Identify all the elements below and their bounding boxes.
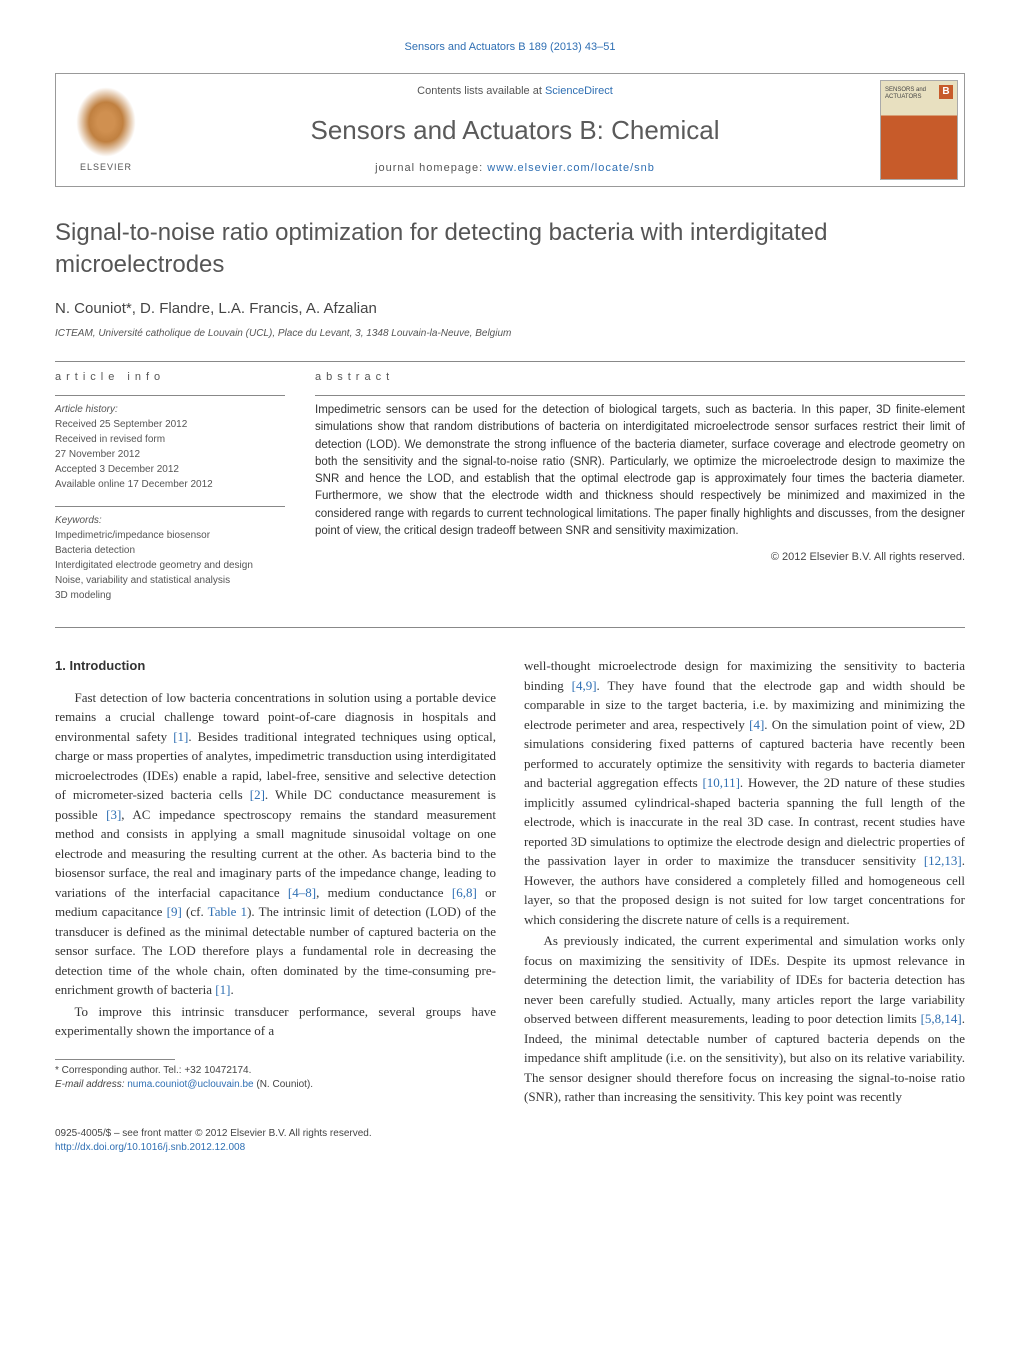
section-1-heading: 1. Introduction: [55, 656, 496, 676]
ref-1[interactable]: [1]: [173, 729, 188, 744]
paragraph-2: To improve this intrinsic transducer per…: [55, 1002, 496, 1041]
ref-10-11[interactable]: [10,11]: [702, 775, 739, 790]
footer-copyright: 0925-4005/$ – see front matter © 2012 El…: [55, 1127, 965, 1141]
ref-3[interactable]: [3]: [106, 807, 121, 822]
abstract-text: Impedimetric sensors can be used for the…: [315, 395, 965, 540]
sciencedirect-link[interactable]: ScienceDirect: [545, 85, 613, 97]
journal-name: Sensors and Actuators B: Chemical: [166, 112, 864, 148]
paragraph-3: well-thought microelectrode design for m…: [524, 656, 965, 929]
ref-4b[interactable]: [4]: [749, 717, 764, 732]
info-abstract-row: article info Article history: Received 2…: [55, 370, 965, 617]
ref-12-13[interactable]: [12,13]: [924, 853, 962, 868]
corr-email-line: E-mail address: numa.couniot@uclouvain.b…: [55, 1078, 496, 1092]
journal-cover-thumb: SENSORS and ACTUATORS B: [874, 74, 964, 186]
abstract-label: abstract: [315, 370, 965, 385]
journal-header: ELSEVIER Contents lists available at Sci…: [55, 73, 965, 187]
history-revised-2: 27 November 2012: [55, 447, 285, 462]
ref-2[interactable]: [2]: [250, 787, 265, 802]
article-title: Signal-to-noise ratio optimization for d…: [55, 217, 965, 279]
elsevier-label: ELSEVIER: [80, 161, 132, 174]
keyword-4: Noise, variability and statistical analy…: [55, 573, 285, 588]
cover-text: SENSORS and ACTUATORS: [885, 87, 926, 100]
contents-available-line: Contents lists available at ScienceDirec…: [166, 84, 864, 99]
paragraph-4: As previously indicated, the current exp…: [524, 931, 965, 1107]
p2a: To improve this intrinsic transducer per…: [55, 1004, 496, 1039]
keywords-head: Keywords:: [55, 513, 285, 528]
corresponding-author-footnote: * Corresponding author. Tel.: +32 104721…: [55, 1064, 496, 1092]
p1g: (cf.: [182, 904, 208, 919]
cover-b-badge: B: [939, 85, 953, 99]
homepage-line: journal homepage: www.elsevier.com/locat…: [166, 161, 864, 176]
cover-text-2: ACTUATORS: [885, 94, 921, 100]
abstract-copyright: © 2012 Elsevier B.V. All rights reserved…: [315, 550, 965, 565]
header-center: Contents lists available at ScienceDirec…: [156, 74, 874, 186]
keywords-block: Keywords: Impedimetric/impedance biosens…: [55, 506, 285, 603]
article-history: Article history: Received 25 September 2…: [55, 395, 285, 492]
author-list: N. Couniot*, D. Flandre, L.A. Francis, A…: [55, 298, 965, 319]
ref-4-9[interactable]: [4,9]: [572, 678, 597, 693]
keyword-3: Interdigitated electrode geometry and de…: [55, 558, 285, 573]
contents-prefix: Contents lists available at: [417, 85, 545, 97]
ref-9[interactable]: [9]: [167, 904, 182, 919]
page-root: Sensors and Actuators B 189 (2013) 43–51…: [0, 0, 1020, 1175]
cover-image: SENSORS and ACTUATORS B: [880, 80, 958, 180]
ref-1b[interactable]: [1]: [215, 982, 230, 997]
p4a: As previously indicated, the current exp…: [524, 933, 965, 1026]
history-revised-1: Received in revised form: [55, 432, 285, 447]
abstract-column: abstract Impedimetric sensors can be use…: [315, 370, 965, 617]
history-received: Received 25 September 2012: [55, 417, 285, 432]
history-accepted: Accepted 3 December 2012: [55, 462, 285, 477]
email-label: E-mail address:: [55, 1079, 127, 1090]
corr-email-link[interactable]: numa.couniot@uclouvain.be: [127, 1079, 253, 1090]
rule-bottom: [55, 627, 965, 628]
keyword-1: Impedimetric/impedance biosensor: [55, 528, 285, 543]
table-1-ref[interactable]: Table 1: [208, 904, 247, 919]
cover-text-1: SENSORS and: [885, 87, 926, 93]
paragraph-1: Fast detection of low bacteria concentra…: [55, 688, 496, 1000]
article-info-label: article info: [55, 370, 285, 385]
p1e: , medium conductance: [316, 885, 452, 900]
keyword-2: Bacteria detection: [55, 543, 285, 558]
running-head: Sensors and Actuators B 189 (2013) 43–51: [55, 40, 965, 55]
doi-link[interactable]: http://dx.doi.org/10.1016/j.snb.2012.12.…: [55, 1142, 245, 1153]
article-info-column: article info Article history: Received 2…: [55, 370, 285, 617]
elsevier-logo: ELSEVIER: [56, 74, 156, 186]
email-who: (N. Couniot).: [254, 1079, 313, 1090]
affiliation: ICTEAM, Université catholique de Louvain…: [55, 327, 965, 341]
keyword-5: 3D modeling: [55, 588, 285, 603]
page-footer: 0925-4005/$ – see front matter © 2012 El…: [55, 1127, 965, 1155]
homepage-link[interactable]: www.elsevier.com/locate/snb: [487, 162, 655, 174]
ref-5-8-14[interactable]: [5,8,14]: [921, 1011, 962, 1026]
footnote-separator: [55, 1059, 175, 1060]
history-online: Available online 17 December 2012: [55, 477, 285, 492]
history-head: Article history:: [55, 402, 285, 417]
body-text: 1. Introduction Fast detection of low ba…: [55, 656, 965, 1109]
p1i: .: [230, 982, 233, 997]
homepage-prefix: journal homepage:: [375, 162, 487, 174]
elsevier-tree-icon: [76, 87, 136, 157]
corr-author-line: * Corresponding author. Tel.: +32 104721…: [55, 1064, 496, 1078]
ref-4-8[interactable]: [4–8]: [288, 885, 316, 900]
ref-6-8[interactable]: [6,8]: [452, 885, 477, 900]
rule-top: [55, 361, 965, 362]
